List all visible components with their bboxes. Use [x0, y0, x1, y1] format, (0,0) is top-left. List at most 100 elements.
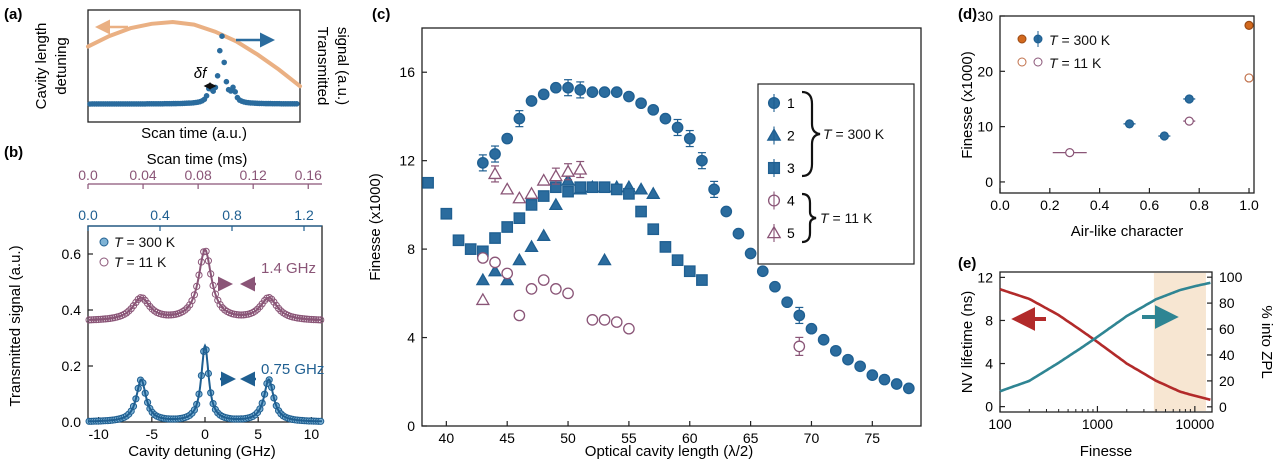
- data-point-11k: [1066, 149, 1074, 157]
- data-point-3: [423, 178, 433, 188]
- panel-e-plot: 100 1000 1000004812020406080100NV lifetime…: [959, 269, 1275, 432]
- data-point-3: [502, 222, 512, 232]
- data-point-3: [599, 182, 609, 192]
- data-point-1: [721, 206, 731, 216]
- legend-label-300k: T = 300 K: [114, 234, 176, 250]
- signal-point: [220, 34, 225, 39]
- data-point-5: [526, 188, 538, 198]
- panel-a: (a) δf signal (a.u.) Cavity length detuni…: [4, 6, 351, 142]
- data-point-4: [526, 284, 536, 294]
- panel-b-top-axis-label: Scan time (ms): [147, 151, 248, 168]
- panel-d-y-tick-label: 30: [977, 8, 993, 24]
- panel-d-y-tick-label: 10: [977, 119, 993, 135]
- delta-f-label: δf: [194, 65, 208, 82]
- data-point-1: [502, 133, 512, 143]
- top-axis-tick-label: 0.12: [240, 167, 267, 183]
- panel-e-label: (e): [958, 255, 976, 272]
- data-point-5: [501, 183, 513, 193]
- data-point-2: [599, 254, 611, 264]
- data-point-4: [612, 317, 622, 327]
- panel-b-x-tick-label: 0: [201, 426, 209, 442]
- data-point-1: [587, 87, 597, 97]
- panel-a-xlabel: Scan time (a.u.): [141, 125, 247, 142]
- data-point-4: [624, 324, 634, 334]
- series-4: [478, 253, 805, 356]
- legend-marker-11k: [100, 258, 108, 266]
- panel-e-y2-tick-label: 80: [1219, 295, 1235, 311]
- legend-label-300k: T = 300 K: [1049, 32, 1111, 48]
- panel-d: (d) 0.0 0.2 0.4 0.6 0.8 1.0 0 10 20 30 Finesse (x1…: [958, 6, 1259, 240]
- data-point-1: [478, 158, 488, 168]
- panel-d-x-tick-label: 1.0: [1239, 197, 1259, 213]
- panel-b-x-tick-label: -5: [146, 426, 159, 442]
- data-point-5: [538, 175, 550, 185]
- panel-d-x-tick-label: 0.4: [1090, 197, 1110, 213]
- data-point-1: [685, 133, 695, 143]
- panel-e: (e) 100 1000 1000004812020406080100NV life…: [958, 255, 1275, 460]
- legend-number-5: 5: [787, 225, 795, 241]
- signal-point: [218, 48, 223, 53]
- panel-e-y-tick-label: 0: [985, 399, 993, 415]
- panel-d-y-tick-label: 20: [977, 63, 993, 79]
- panel-c-x-tick-label: 40: [439, 430, 455, 446]
- data-point-5: [574, 164, 586, 174]
- mid-axis-tick-label: 0.4: [150, 207, 170, 223]
- panel-c-y-tick-label: 8: [407, 241, 415, 257]
- panel-e-ylabel: NV lifetime (ns): [959, 291, 976, 394]
- panel-d-ylabel: Finesse (x1000): [959, 51, 976, 159]
- data-point-1: [831, 346, 841, 356]
- legend-marker-300k-orange: [1018, 35, 1026, 43]
- panel-e-xlabel: Finesse: [1080, 443, 1133, 460]
- data-point-3: [453, 235, 463, 245]
- data-point-1: [709, 184, 719, 194]
- data-point-5: [513, 192, 525, 202]
- data-point-1: [904, 383, 914, 393]
- panel-b: (b) Scan time (ms) 0.0 0.04 0.08 0.12 0.160.…: [4, 144, 324, 460]
- mid-axis-tick-label: 1.2: [294, 207, 314, 223]
- panel-b-y-tick-label: 0.6: [62, 246, 82, 262]
- panel-c-y-tick-label: 16: [399, 64, 415, 80]
- panel-c: (c) 40 45 50 55 60 65 70 750481216Finesse (x100…: [367, 6, 921, 460]
- data-point-3: [685, 266, 695, 276]
- panel-b-y-tick-label: 0.2: [62, 358, 82, 374]
- data-point-3: [465, 244, 475, 254]
- data-point-2: [526, 241, 538, 251]
- signal-point: [224, 79, 229, 84]
- data-point-1: [514, 113, 524, 123]
- data-point-1: [818, 335, 828, 345]
- panel-c-y-tick-label: 0: [407, 418, 415, 434]
- panel-e-x-tick-label: 1000: [1082, 416, 1113, 432]
- panel-d-x-tick-label: 0.6: [1140, 197, 1160, 213]
- legend-number-3: 3: [787, 160, 795, 176]
- panel-e-x-tick-label: 100: [988, 416, 1012, 432]
- data-point-3: [441, 209, 451, 219]
- panel-e-y-tick-label: 12: [977, 269, 993, 285]
- legend-number-4: 4: [787, 193, 795, 209]
- panel-b-label: (b): [4, 144, 23, 161]
- panel-b-y-tick-label: 0.0: [62, 414, 82, 430]
- data-point-2: [635, 183, 647, 193]
- data-point-3: [514, 213, 524, 223]
- data-point-1: [794, 310, 804, 320]
- width-label-300k: 0.75 GHz: [261, 361, 324, 378]
- data-point-3: [587, 182, 597, 192]
- data-point-2: [647, 188, 659, 198]
- panel-c-x-tick-label: 50: [560, 430, 576, 446]
- data-point-3: [636, 206, 646, 216]
- data-point-3: [624, 189, 634, 199]
- data-point-5: [550, 170, 562, 180]
- panel-e-y2-tick-label: 20: [1219, 373, 1235, 389]
- top-axis-tick-label: 0.08: [184, 167, 211, 183]
- panel-a-plot: δf signal (a.u.): [88, 22, 351, 106]
- data-point-1: [782, 297, 792, 307]
- group-label-300k: T = 300 K: [823, 126, 885, 142]
- mid-axis-tick-label: 0.0: [78, 207, 98, 223]
- data-point-1: [843, 354, 853, 364]
- panel-d-xlabel: Air-like character: [1071, 223, 1184, 240]
- panel-e-y2-tick-label: 0: [1219, 399, 1227, 415]
- data-point-1: [563, 83, 573, 93]
- data-point-4: [502, 268, 512, 278]
- data-point-1: [660, 113, 670, 123]
- panel-e-y2-tick-label: 100: [1219, 269, 1243, 285]
- data-point-3: [526, 200, 536, 210]
